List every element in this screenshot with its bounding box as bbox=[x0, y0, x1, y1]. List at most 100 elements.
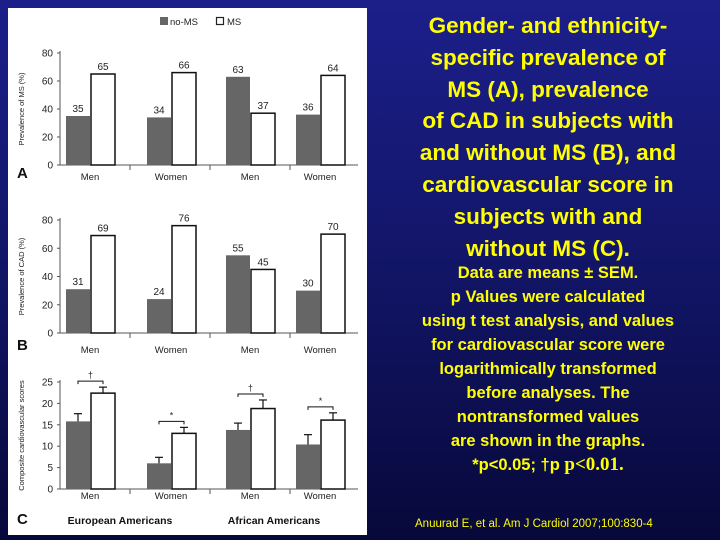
bar-ms bbox=[171, 71, 197, 166]
headline-line: specific prevalence of bbox=[430, 44, 666, 70]
significance-prefix: *p<0.05; †p bbox=[472, 456, 565, 474]
note-line: using t test analysis, and values bbox=[421, 312, 675, 330]
x-tick-label: Women bbox=[304, 491, 337, 502]
panel-letter: A bbox=[17, 165, 28, 182]
legend: no-MS MS bbox=[160, 16, 241, 28]
y-tick-label: 10 bbox=[42, 442, 54, 453]
panel-letter: B bbox=[17, 337, 28, 354]
panel-letter: C bbox=[17, 511, 28, 528]
bar-value-label: 37 bbox=[257, 101, 269, 112]
note-line: for cardiovascular score were bbox=[431, 336, 665, 354]
citation: Anuurad E, et al. Am J Cardiol 2007;100:… bbox=[415, 518, 653, 530]
note-line: Data are means ± SEM. bbox=[457, 264, 639, 282]
bar-no-ms bbox=[296, 290, 320, 333]
significance-marker: † bbox=[88, 370, 93, 380]
chart-panel-b: 0 20 40 60 80 Prevalence of CAD (%) Men Women Me… bbox=[17, 214, 358, 356]
bar-ms bbox=[171, 432, 197, 490]
bar-ms bbox=[320, 74, 346, 166]
bar-no-ms bbox=[226, 76, 250, 165]
bar-ms bbox=[90, 392, 116, 490]
y-tick-label: 0 bbox=[47, 161, 53, 172]
x-tick-label: Women bbox=[304, 172, 337, 183]
headline: Gender- and ethnicity- specific prevalen… bbox=[378, 10, 718, 264]
y-tick-label: 40 bbox=[42, 272, 54, 283]
bar-value-label: 76 bbox=[178, 214, 190, 225]
bar-value-label: 34 bbox=[153, 105, 165, 116]
headline-line: without MS (C). bbox=[466, 235, 630, 261]
y-tick-label: 60 bbox=[42, 244, 54, 255]
bar-ms bbox=[320, 233, 346, 334]
notes: Data are means ± SEM. p Values were calc… bbox=[378, 261, 718, 477]
headline-line: of CAD in subjects with bbox=[422, 108, 674, 134]
bar-ms bbox=[250, 268, 276, 334]
x-tick-label: Men bbox=[81, 345, 99, 356]
group-label-european-americans: European Americans bbox=[68, 515, 173, 527]
bar-no-ms bbox=[226, 255, 250, 333]
y-tick-label: 20 bbox=[42, 133, 54, 144]
note-line: nontransformed values bbox=[456, 408, 640, 426]
y-axis-label: Prevalence of MS (%) bbox=[17, 72, 26, 145]
significance-bracket bbox=[237, 393, 264, 397]
bar-value-label: 70 bbox=[327, 222, 339, 233]
bar-ms bbox=[90, 73, 116, 166]
significance-bracket bbox=[307, 406, 334, 410]
x-tick-label: Women bbox=[155, 491, 188, 502]
x-tick-label: Men bbox=[241, 172, 259, 183]
bar-value-label: 69 bbox=[97, 224, 109, 235]
bar-value-label: 24 bbox=[153, 287, 165, 298]
x-tick-label: Women bbox=[155, 345, 188, 356]
chart-panel-c: 0 5 10 15 20 25 Composite cardiovascular score… bbox=[17, 370, 358, 528]
x-tick-label: Women bbox=[155, 172, 188, 183]
significance-note: *p<0.05; †p p<0.01. bbox=[378, 453, 718, 477]
significance-marker: † bbox=[248, 383, 253, 393]
headline-line: Gender- and ethnicity- bbox=[428, 13, 668, 38]
y-tick-label: 60 bbox=[42, 77, 54, 88]
plot-layer: 0 20 40 60 80 Prevalence of MS (%) Men Women Men… bbox=[17, 49, 358, 528]
bar-no-ms bbox=[226, 429, 250, 489]
significance-suffix: p<0.01. bbox=[564, 454, 624, 475]
bar-no-ms bbox=[147, 299, 171, 333]
x-tick-label: Men bbox=[241, 345, 259, 356]
bar-ms bbox=[171, 224, 197, 334]
y-tick-label: 25 bbox=[42, 378, 54, 389]
bar-ms bbox=[320, 419, 346, 490]
note-line: are shown in the graphs. bbox=[450, 432, 646, 450]
bar-value-label: 64 bbox=[327, 63, 339, 74]
bar-ms bbox=[250, 407, 276, 490]
bar-chart-figure: no-MS MS 0 20 40 60 80 Prevalence of MS (%) Me… bbox=[17, 16, 358, 528]
y-tick-label: 0 bbox=[47, 329, 53, 340]
bar-ms bbox=[250, 112, 276, 166]
y-axis-label: Composite cardiovascular scores bbox=[17, 380, 26, 491]
y-tick-label: 80 bbox=[42, 216, 54, 227]
bar-no-ms bbox=[296, 444, 320, 489]
bar-ms bbox=[90, 234, 116, 334]
headline-line: MS (A), prevalence bbox=[447, 76, 649, 102]
bar-value-label: 55 bbox=[232, 243, 244, 254]
bar-value-label: 35 bbox=[72, 104, 84, 115]
significance-bracket bbox=[158, 420, 185, 425]
y-tick-label: 0 bbox=[47, 485, 53, 496]
x-tick-label: Men bbox=[241, 491, 259, 502]
bar-value-label: 65 bbox=[97, 62, 109, 73]
legend-swatch-ms bbox=[215, 16, 225, 26]
bar-value-label: 31 bbox=[72, 277, 84, 288]
headline-line: subjects with and bbox=[453, 203, 643, 229]
x-tick-label: Men bbox=[81, 491, 99, 502]
bar-value-label: 36 bbox=[302, 103, 314, 114]
y-tick-label: 5 bbox=[47, 463, 53, 474]
significance-marker: * bbox=[319, 396, 323, 406]
figure-panel: no-MS MS 0 20 40 60 80 Prevalence of MS (%) Me… bbox=[8, 8, 367, 535]
y-tick-label: 15 bbox=[42, 420, 54, 431]
bar-no-ms bbox=[296, 114, 320, 165]
y-tick-label: 80 bbox=[42, 49, 54, 60]
bar-no-ms bbox=[66, 116, 90, 165]
bar-no-ms bbox=[66, 421, 90, 489]
bar-no-ms bbox=[147, 117, 171, 165]
bar-value-label: 45 bbox=[257, 257, 269, 268]
x-tick-label: Women bbox=[304, 345, 337, 356]
bar-value-label: 66 bbox=[178, 61, 190, 72]
note-line: p Values were calculated bbox=[450, 288, 646, 306]
note-line: logarithmically transformed bbox=[439, 360, 657, 378]
bar-value-label: 63 bbox=[232, 65, 244, 76]
y-tick-label: 20 bbox=[42, 300, 54, 311]
